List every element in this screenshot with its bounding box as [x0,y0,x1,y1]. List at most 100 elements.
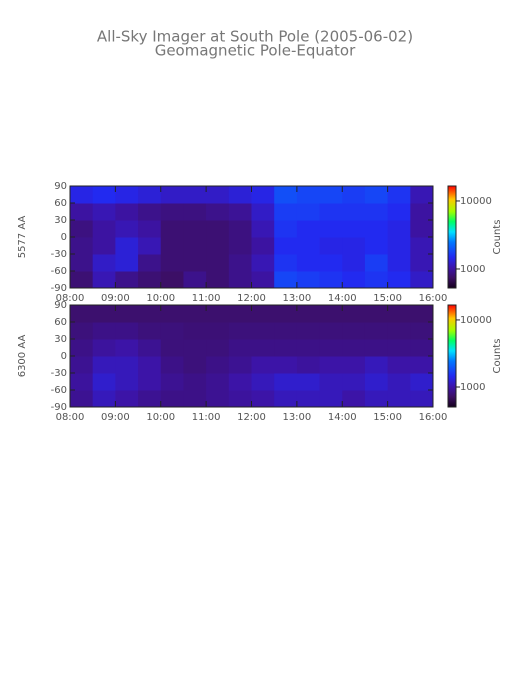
chart-title: All-Sky Imager at South Pole (2005-06-02… [97,28,413,46]
x-tick-label: 13:00 [282,412,311,423]
heatmap-cell [274,203,298,221]
heatmap-cell [364,220,389,238]
x-tick-label: 08:00 [56,412,85,423]
heatmap-cell [160,339,184,357]
heatmap-cell [138,339,162,357]
heatmap-cell [319,237,343,255]
heatmap-cell [251,186,275,204]
heatmap-cell [70,203,94,221]
heatmap-cell [296,390,321,408]
heatmap-cell [228,254,252,272]
y-tick-label: -60 [51,385,67,396]
heatmap-cell [183,373,207,391]
heatmap-cell [342,237,366,255]
heatmap-cell [70,356,94,374]
heatmap-cell [296,356,321,374]
heatmap-cell [319,254,343,272]
heatmap-cell [115,356,139,374]
heatmap-cell [387,220,411,238]
y-axis-label: 5577 AA [17,216,28,259]
heatmap-cell [138,322,162,340]
heatmap-cell [92,203,116,221]
heatmap-cell [183,220,207,238]
heatmap-cell [160,390,184,408]
x-tick-label: 09:00 [101,412,130,423]
heatmap-cell [364,322,389,340]
heatmap-cell [251,254,275,272]
heatmap-cell [183,339,207,357]
heatmap-cell [387,373,411,391]
x-tick-label: 14:00 [328,293,357,304]
heatmap-cell [183,186,207,204]
heatmap-cell [319,305,343,323]
heatmap-cell [228,390,252,408]
heatmap-cell [115,220,139,238]
heatmap-cell [296,254,321,272]
heatmap-cell [410,271,434,289]
y-tick-label: -30 [51,249,67,260]
heatmap-cell [92,339,116,357]
heatmap-cell [364,254,389,272]
heatmap-cell [115,339,139,357]
heatmap-cell [364,203,389,221]
heatmap-cell [387,339,411,357]
heatmap-cell [160,373,184,391]
colorbar-tick-label: 1000 [460,382,485,393]
heatmap-cell [319,203,343,221]
heatmap-cell [319,186,343,204]
heatmap-cell [342,373,366,391]
y-tick-label: 90 [54,300,67,311]
heatmap-cell [92,186,116,204]
colorbar-tick-label: 10000 [460,315,492,326]
heatmap-cell [364,237,389,255]
x-tick-label: 16:00 [419,293,448,304]
x-tick-label: 15:00 [373,412,402,423]
heatmap-cell [274,220,298,238]
colorbar-label: Counts [492,339,503,374]
y-tick-label: -90 [51,402,67,413]
heatmap-cell [342,356,366,374]
heatmap-cell [206,237,230,255]
heatmap-cell [160,237,184,255]
x-tick-label: 15:00 [373,293,402,304]
heatmap-cell [138,186,162,204]
heatmap-cell [70,339,94,357]
heatmap-cell [364,271,389,289]
heatmap-cell [160,203,184,221]
chart-subtitle: Geomagnetic Pole-Equator [155,42,356,60]
x-tick-label: 08:00 [56,293,85,304]
heatmap-cell [410,305,434,323]
heatmap-cell [115,237,139,255]
heatmap-cell [115,203,139,221]
heatmap-cell [387,305,411,323]
heatmap-cell [410,356,434,374]
heatmap-cell [138,220,162,238]
heatmap-cell [342,305,366,323]
heatmap-cell [183,254,207,272]
heatmap-cell [138,203,162,221]
heatmap-cell [251,237,275,255]
heatmap-cell [138,356,162,374]
heatmap-cell [319,339,343,357]
heatmap-cell [92,237,116,255]
heatmap-cell [160,356,184,374]
heatmap-cell [387,322,411,340]
heatmap-cell [319,373,343,391]
heatmap-cell [206,356,230,374]
heatmap-cell [410,390,434,408]
y-tick-label: 60 [54,198,67,209]
heatmap-cell [251,305,275,323]
heatmap-cell [251,339,275,357]
colorbar [447,185,457,289]
heatmap-cell [183,305,207,323]
heatmap-cell [92,356,116,374]
heatmap-cell [274,373,298,391]
heatmap-cell [160,322,184,340]
heatmap-cell [138,305,162,323]
x-tick-label: 10:00 [146,412,175,423]
heatmap-cell [228,237,252,255]
heatmap-cell [251,322,275,340]
heatmap-cell [206,203,230,221]
y-tick-label: 30 [54,215,67,226]
x-tick-label: 12:00 [237,293,266,304]
